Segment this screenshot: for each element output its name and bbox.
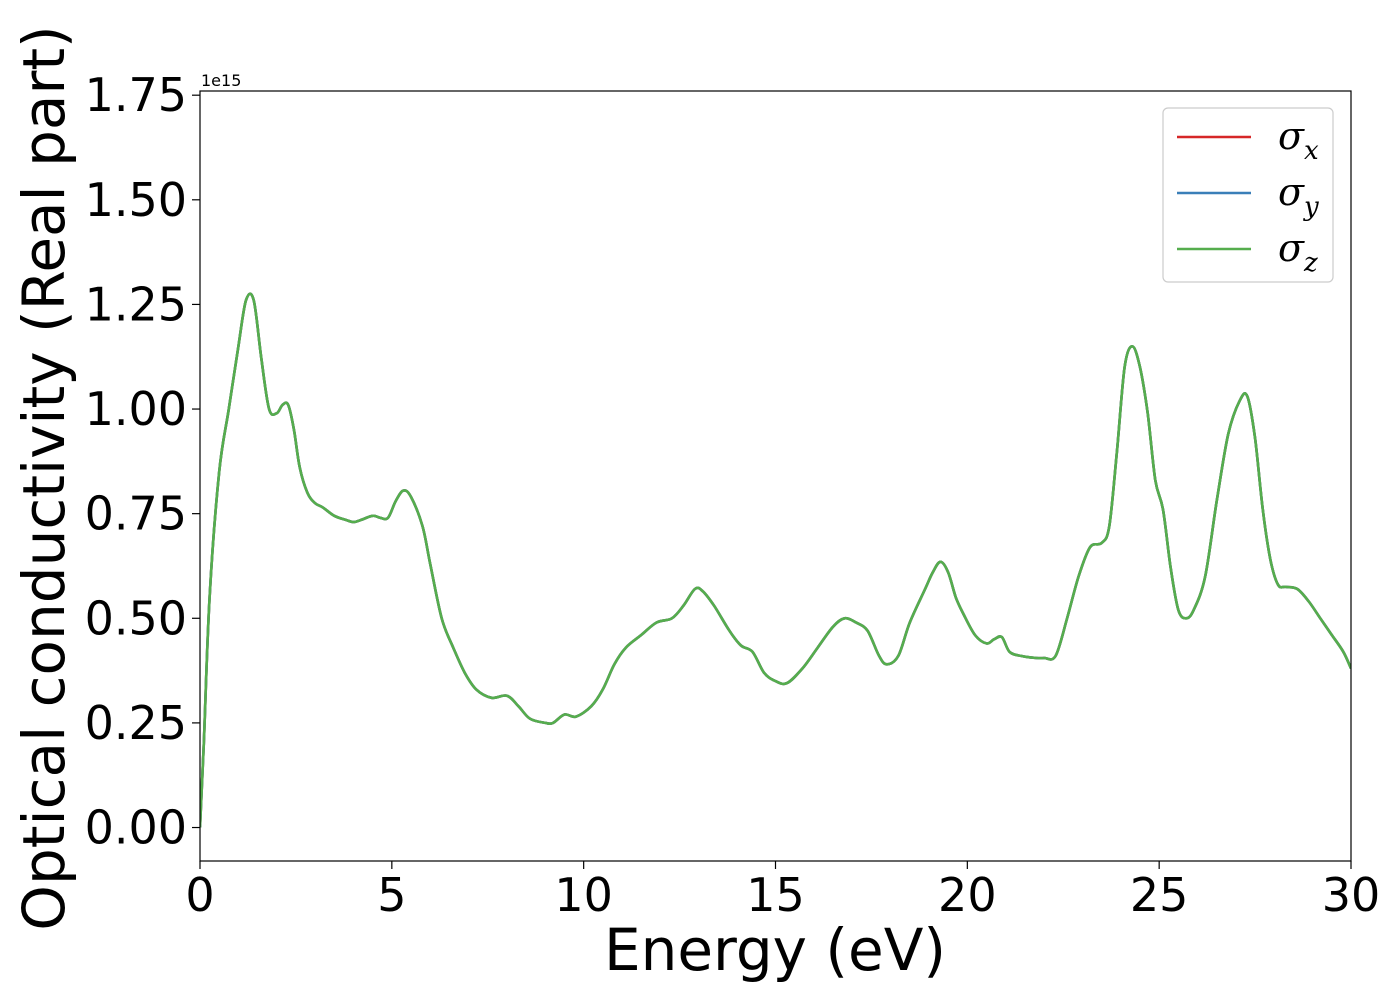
x-axis: 0 5 10 15 20 25 30 bbox=[185, 861, 1380, 922]
series-line-3 bbox=[200, 292, 1351, 828]
y-tick-label: 0.25 bbox=[85, 696, 187, 750]
x-tick-label: 15 bbox=[746, 868, 805, 922]
y-axis: 0.00 0.25 0.50 0.75 1.00 1.25 1.50 1.75 bbox=[85, 68, 200, 855]
y-tick-label: 1.50 bbox=[85, 173, 187, 227]
y-tick-label: 1.00 bbox=[85, 382, 187, 436]
x-axis-title: Energy (eV) bbox=[604, 916, 946, 984]
y-offset-label: 1e15 bbox=[201, 71, 241, 90]
x-tick-label: 25 bbox=[1130, 868, 1189, 922]
x-tick-label: 10 bbox=[554, 868, 613, 922]
y-tick-label: 0.75 bbox=[85, 487, 187, 541]
x-tick-label: 5 bbox=[377, 868, 406, 922]
y-tick-label: 1.25 bbox=[85, 277, 187, 331]
legend-box bbox=[1162, 107, 1334, 283]
y-tick-label: 0.00 bbox=[85, 801, 187, 855]
x-tick-label: 0 bbox=[185, 868, 214, 922]
y-tick-label: 0.50 bbox=[85, 591, 187, 645]
y-tick-label: 1.75 bbox=[85, 68, 187, 122]
x-tick-label: 30 bbox=[1322, 868, 1381, 922]
y-axis-title: Optical conductivity (Real part) bbox=[10, 25, 78, 930]
x-tick-label: 20 bbox=[938, 868, 997, 922]
series-layer bbox=[200, 292, 1351, 828]
